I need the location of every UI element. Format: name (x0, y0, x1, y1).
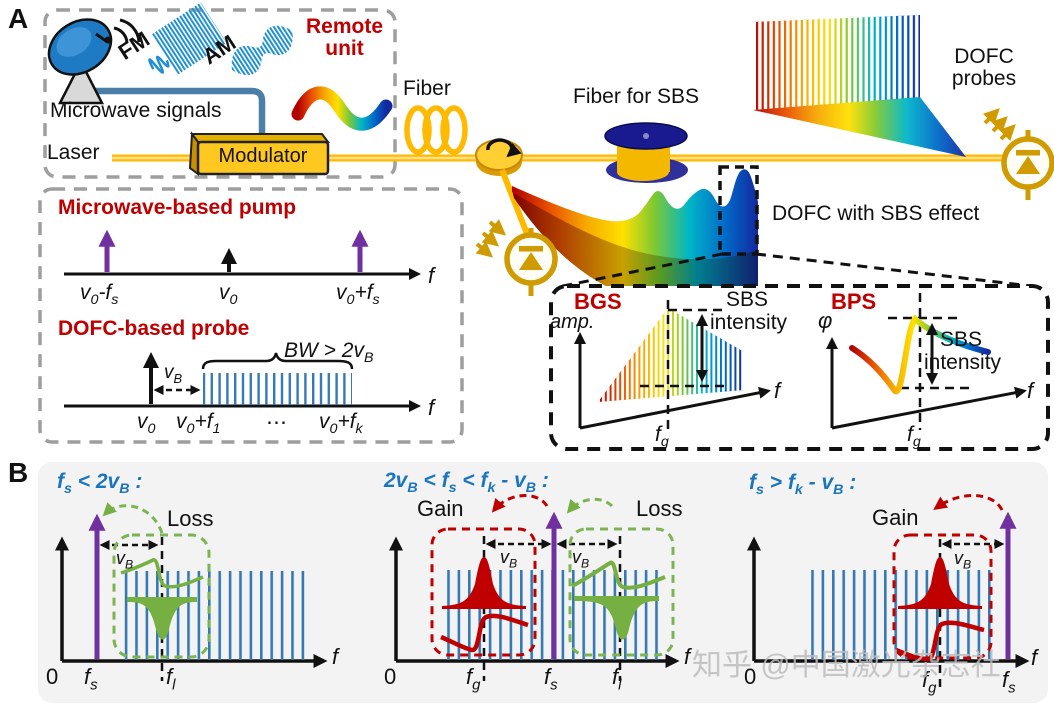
bgs-plot (574, 300, 771, 430)
bps-plot (826, 293, 1027, 430)
pump-probe-box (38, 187, 464, 444)
case3-fg-label: fg (922, 667, 937, 697)
case2-title: 2vB < fs < fk - vB : (384, 469, 549, 497)
bps-sbs-line2: intensity (924, 351, 1002, 374)
case2-fg-label: fg (466, 664, 481, 694)
case3-fs-label: fs (1002, 667, 1016, 697)
satellite-dish-icon (47, 18, 141, 105)
modulator-label: Modulator (218, 145, 308, 167)
bgs-sbs-line1: SBS (726, 288, 769, 311)
pump-tick-left: v0-fs (80, 281, 119, 309)
remote-unit-title: Remote unit (305, 15, 384, 61)
microwave-signals-label: Microwave signals (50, 99, 222, 122)
dofc-probes-label: DOFC probes (951, 45, 1017, 91)
drop-fiber (499, 168, 534, 246)
modulator-box (188, 131, 330, 176)
probe-tick-f1: v0+f1 (176, 410, 221, 438)
probe-dots: ⋯ (266, 411, 287, 434)
photodiode-icon-right (982, 108, 1054, 200)
case1-plot (55, 502, 328, 681)
am-wave-icon (231, 25, 293, 76)
bgs-ylabel: amp. (550, 311, 595, 333)
case1-fs-label: fs (84, 664, 98, 694)
probe-vb-label: vB (164, 362, 183, 386)
case1-vb-label: vB (116, 548, 134, 572)
remote-unit-box (43, 8, 397, 179)
case3-zero: 0 (744, 664, 757, 689)
pump-tick-right: v0+fs (336, 281, 380, 309)
case3-title: fs > fk - vB : (749, 471, 857, 499)
case1-loss-label: Loss (167, 506, 214, 531)
probe-bw-label: BW > 2vB (284, 339, 374, 367)
bps-sbs-line1: SBS (940, 328, 983, 351)
fiber-spool-icon (604, 122, 688, 183)
bps-axis-label: f (1027, 378, 1034, 403)
photodiode-icon-left (475, 219, 558, 296)
case1-zero: 0 (46, 664, 59, 689)
panel-a-label: A (8, 3, 29, 34)
case2-fs-label: fs (544, 664, 558, 694)
case1-fl-label: fl (166, 664, 176, 694)
pump-spectrum (64, 229, 421, 280)
bgs-sbs-line2: intensity (710, 311, 788, 334)
laser-label: Laser (47, 141, 100, 164)
case2-plot (389, 494, 680, 681)
bps-title: BPS (831, 289, 877, 314)
zoom-connector-right (755, 252, 1041, 289)
probe-spectrum (64, 352, 421, 412)
case2-gain-label: Gain (417, 496, 464, 521)
case3-plot (747, 494, 1030, 687)
pump-tick-center: v0 (219, 281, 238, 309)
pump-axis-label: f (428, 263, 435, 288)
fm-wave-icon (148, 2, 227, 75)
dofc-sbs-label: DOFC with SBS effect (772, 202, 980, 225)
case1-axis-label: f (332, 644, 339, 669)
case1-title: fs < 2vB : (57, 470, 143, 498)
case2-fl-label: fl (612, 664, 622, 694)
microwave-cable (82, 87, 266, 146)
fiber-for-sbs-label: Fiber for SBS (573, 85, 700, 108)
case2-vb-left-label: vB (500, 547, 518, 571)
case3-gain-label: Gain (872, 505, 919, 530)
watermark: 知乎 @中国激光杂志社 (692, 649, 1001, 682)
panel-b-label: B (8, 457, 29, 488)
probe-tick-v0: v0 (137, 410, 156, 438)
case2-axis-label: f (684, 644, 691, 669)
zoom-connector-left (557, 252, 723, 289)
fiber-label: Fiber (403, 77, 451, 100)
case3-vb-label: vB (954, 548, 972, 572)
circulator-icon (475, 138, 523, 176)
dofc-sbs-spectrum (512, 165, 759, 308)
dofc-probes-comb (753, 15, 966, 157)
bps-ylabel: φ (818, 308, 833, 333)
probe-axis-label: f (428, 395, 435, 420)
bps-fg-label: fg (907, 423, 921, 451)
bgs-axis-label: f (774, 378, 781, 403)
pump-title: Microwave-based pump (58, 196, 297, 219)
probe-title: DOFC-based probe (58, 317, 250, 340)
bgs-title: BGS (574, 289, 622, 314)
case3-axis-label: f (1031, 645, 1038, 670)
probe-tick-fk: v0+fk (319, 410, 363, 438)
bgs-fg-label: fg (655, 423, 669, 451)
rainbow-wave-icon (291, 86, 393, 131)
fiber-coil-icon (404, 105, 468, 155)
case2-zero: 0 (384, 664, 397, 689)
case2-vb-right-label: vB (572, 547, 590, 571)
case2-loss-label: Loss (636, 496, 683, 521)
